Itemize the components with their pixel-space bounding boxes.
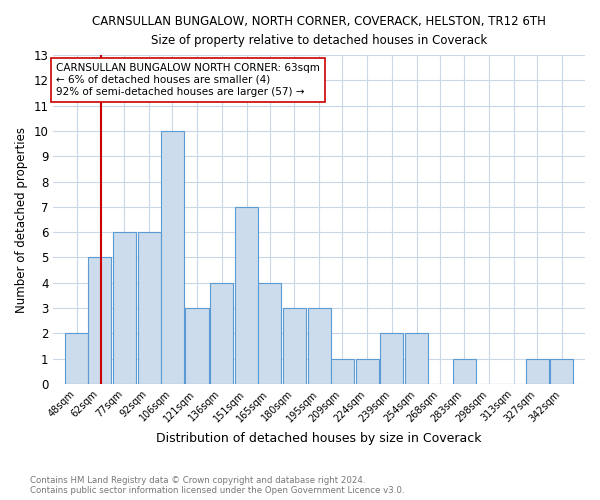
Bar — [453, 358, 476, 384]
Bar — [113, 232, 136, 384]
Title: CARNSULLAN BUNGALOW, NORTH CORNER, COVERACK, HELSTON, TR12 6TH
Size of property : CARNSULLAN BUNGALOW, NORTH CORNER, COVER… — [92, 15, 546, 47]
Bar — [137, 232, 161, 384]
X-axis label: Distribution of detached houses by size in Coverack: Distribution of detached houses by size … — [157, 432, 482, 445]
Y-axis label: Number of detached properties: Number of detached properties — [15, 126, 28, 312]
Bar — [550, 358, 574, 384]
Bar — [258, 282, 281, 384]
Bar — [283, 308, 306, 384]
Bar — [235, 207, 258, 384]
Bar — [405, 334, 428, 384]
Bar — [380, 334, 403, 384]
Text: CARNSULLAN BUNGALOW NORTH CORNER: 63sqm
← 6% of detached houses are smaller (4)
: CARNSULLAN BUNGALOW NORTH CORNER: 63sqm … — [56, 64, 320, 96]
Bar — [65, 334, 88, 384]
Bar — [210, 282, 233, 384]
Bar — [526, 358, 548, 384]
Bar — [356, 358, 379, 384]
Text: Contains HM Land Registry data © Crown copyright and database right 2024.
Contai: Contains HM Land Registry data © Crown c… — [30, 476, 404, 495]
Bar — [331, 358, 354, 384]
Bar — [308, 308, 331, 384]
Bar — [161, 131, 184, 384]
Bar — [185, 308, 209, 384]
Bar — [88, 258, 111, 384]
